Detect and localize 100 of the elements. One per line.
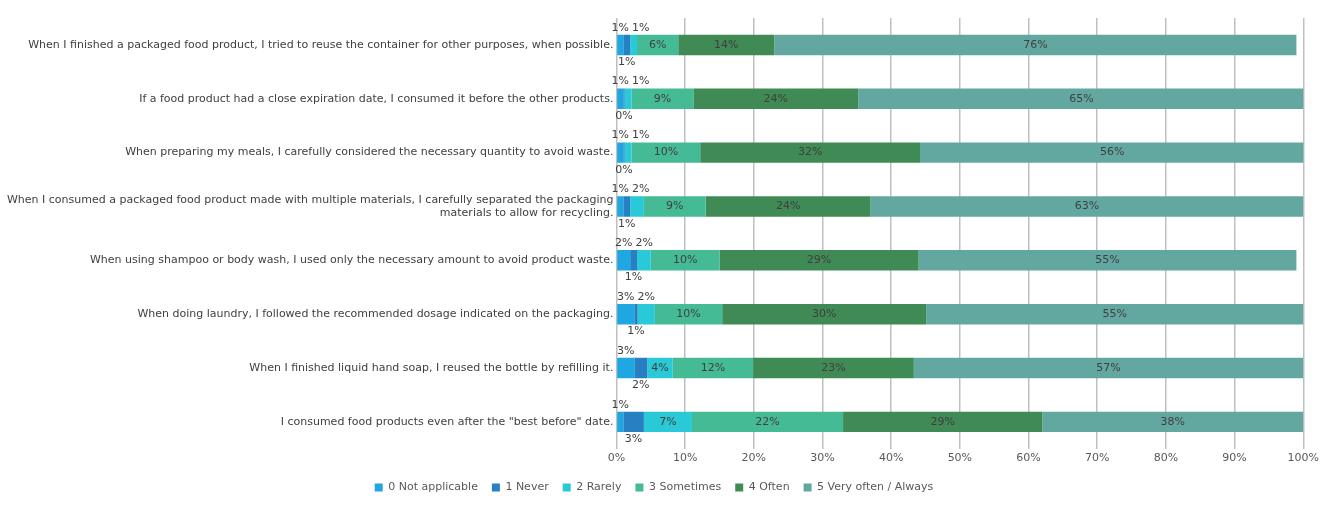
x-tick-label: 0% — [607, 451, 626, 465]
bar — [913, 357, 1304, 379]
bar — [705, 196, 871, 217]
data-label: 2% — [635, 235, 653, 249]
data-label: 56% — [1100, 145, 1125, 159]
bar — [678, 34, 775, 56]
y-tick-label: When I finished a packaged food product, I tried to reuse the container for other purposes, when possible. — [28, 37, 614, 51]
bar — [722, 303, 927, 325]
x-tick-label: 10% — [672, 451, 698, 465]
y-tick-label: I consumed food products even after the "best before" date. — [280, 414, 614, 428]
x-tick-label: 50% — [947, 451, 973, 465]
data-label: 32% — [797, 145, 823, 159]
legend-label: 2 Rarely — [576, 480, 622, 494]
data-label: 6% — [648, 37, 667, 51]
data-label: 9% — [653, 91, 672, 105]
x-tick-label: 20% — [741, 451, 767, 465]
bar — [617, 142, 624, 163]
y-tick-label: If a food product had a close expiration date, I consumed it before the other products. — [139, 91, 614, 105]
bar — [617, 411, 624, 433]
legend-label: 1 Never — [505, 480, 550, 494]
bar — [617, 88, 624, 110]
bar — [643, 411, 692, 433]
data-label: 1% — [617, 55, 636, 69]
data-label: 1% — [631, 74, 650, 88]
bar — [624, 142, 632, 163]
bar — [631, 142, 701, 163]
data-label: 65% — [1069, 91, 1094, 105]
data-label: 76% — [1023, 37, 1048, 51]
bar — [691, 411, 844, 433]
bar — [870, 196, 1304, 217]
data-label: 1% — [611, 20, 629, 34]
bar — [617, 196, 624, 217]
x-tick-label: 100% — [1287, 451, 1319, 465]
data-label: 2% — [637, 289, 656, 303]
data-label: 14% — [714, 37, 739, 51]
legend-label: 5 Very often / Always — [817, 480, 934, 494]
data-label: 55% — [1095, 253, 1120, 267]
data-label: 57% — [1096, 360, 1121, 374]
bar — [634, 303, 638, 325]
bar — [617, 357, 635, 379]
bar — [630, 196, 644, 217]
data-label: 1% — [631, 128, 650, 142]
bar — [643, 196, 706, 217]
data-label: 29% — [930, 414, 955, 428]
data-label: 63% — [1074, 199, 1100, 213]
bar — [623, 411, 644, 433]
data-label: 24% — [763, 91, 788, 105]
data-label: 1% — [611, 74, 629, 88]
data-label: 10% — [676, 307, 701, 321]
bar — [753, 357, 914, 379]
data-label: 2% — [614, 235, 633, 249]
data-label: 10% — [653, 145, 679, 159]
bar — [1042, 411, 1304, 433]
y-tick-label: When I finished liquid hand soap, I reused the bottle by refilling it. — [249, 360, 614, 374]
bar — [630, 250, 638, 271]
data-label: 29% — [806, 253, 832, 267]
data-label: 55% — [1102, 307, 1127, 321]
bar — [617, 303, 635, 325]
data-label: 1% — [617, 216, 636, 230]
bar — [918, 250, 1297, 271]
bar — [623, 34, 631, 56]
data-label: 2% — [631, 182, 650, 196]
bar — [634, 357, 648, 379]
data-label: 1% — [631, 20, 650, 34]
data-label: 12% — [700, 360, 726, 374]
bar — [926, 303, 1304, 325]
data-label: 30% — [811, 307, 837, 321]
y-tick-label: When using shampoo or body wash, I used only the necessary amount to avoid product waste. — [89, 253, 614, 267]
data-label: 2% — [632, 378, 650, 392]
bar — [858, 88, 1304, 110]
bar — [920, 142, 1304, 163]
legend-label: 4 Often — [748, 480, 790, 494]
bar — [650, 250, 720, 271]
data-label: 38% — [1160, 414, 1185, 428]
data-label: 10% — [672, 253, 698, 267]
bar — [637, 250, 651, 271]
bar — [617, 250, 631, 271]
x-tick-label: 70% — [1084, 451, 1110, 465]
bar — [630, 34, 638, 56]
data-label: 7% — [659, 414, 677, 428]
data-label: 1% — [624, 270, 643, 284]
bar — [637, 303, 655, 325]
bar — [719, 250, 919, 271]
x-tick-label: 80% — [1153, 451, 1179, 465]
y-tick-label: When preparing my meals, I carefully considered the necessary quantity to avoid waste. — [125, 145, 614, 159]
data-label: 0% — [615, 108, 633, 122]
bar — [672, 357, 754, 379]
legend-label: 3 Sometimes — [648, 480, 722, 494]
bar — [774, 34, 1297, 56]
bar — [623, 196, 631, 217]
bar — [693, 88, 859, 110]
x-tick-label: 30% — [810, 451, 835, 465]
data-label: 22% — [755, 414, 780, 428]
bar — [700, 142, 921, 163]
data-label: 9% — [666, 199, 684, 213]
x-tick-label: 90% — [1222, 451, 1247, 465]
y-tick-label: When I consumed a packaged food product made with multiple materials, I carefully separated the packaging materials to allow for recycling. — [6, 192, 614, 219]
x-tick-label: 40% — [878, 451, 904, 465]
data-label: 1% — [611, 397, 629, 411]
data-label: 1% — [627, 324, 645, 338]
